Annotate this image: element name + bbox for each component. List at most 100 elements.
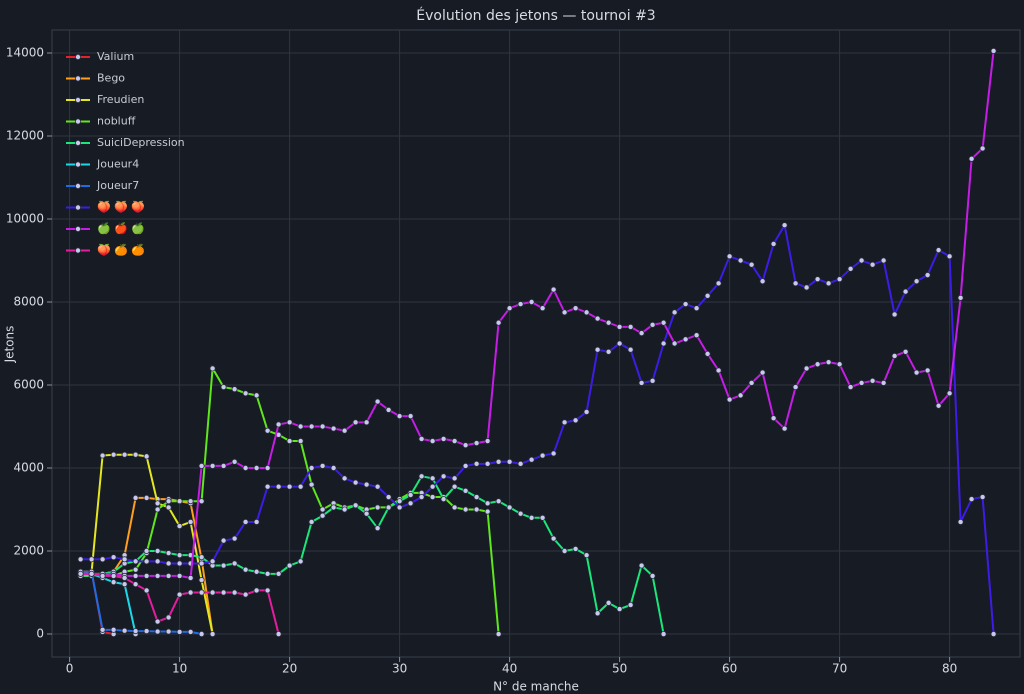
- data-point: [77, 556, 84, 563]
- data-point: [528, 298, 535, 305]
- data-point: [198, 560, 205, 567]
- data-point: [638, 562, 645, 569]
- data-point: [187, 628, 194, 635]
- data-point: [616, 323, 623, 330]
- data-point: [132, 566, 139, 573]
- data-point: [429, 483, 436, 490]
- data-point: [979, 494, 986, 501]
- data-point: [517, 301, 524, 308]
- y-tick-label: 8000: [13, 294, 44, 308]
- y-tick-label: 4000: [13, 461, 44, 475]
- data-point: [297, 423, 304, 430]
- data-point: [836, 361, 843, 368]
- data-point: [264, 483, 271, 490]
- data-point: [770, 415, 777, 422]
- data-point: [176, 560, 183, 567]
- legend-marker: [75, 54, 82, 61]
- data-point: [682, 301, 689, 308]
- data-point: [418, 494, 425, 501]
- data-point: [605, 319, 612, 326]
- data-point: [341, 506, 348, 513]
- data-point: [704, 350, 711, 357]
- data-point: [572, 417, 579, 424]
- data-point: [77, 570, 84, 577]
- data-point: [627, 346, 634, 353]
- legend-marker: [75, 225, 82, 232]
- data-point: [374, 525, 381, 532]
- data-point: [462, 462, 469, 469]
- data-point: [594, 315, 601, 322]
- data-point: [781, 222, 788, 229]
- data-point: [924, 367, 931, 374]
- x-tick-label: 40: [502, 662, 517, 676]
- data-point: [385, 504, 392, 511]
- data-point: [341, 475, 348, 482]
- data-point: [462, 442, 469, 449]
- data-point: [330, 504, 337, 511]
- data-point: [506, 458, 513, 465]
- data-point: [506, 504, 513, 511]
- data-point: [473, 460, 480, 467]
- data-point: [924, 272, 931, 279]
- data-point: [363, 481, 370, 488]
- data-point: [297, 483, 304, 490]
- data-point: [143, 587, 150, 594]
- data-point: [605, 348, 612, 355]
- data-point: [374, 483, 381, 490]
- data-point: [858, 257, 865, 264]
- data-point: [165, 550, 172, 557]
- legend: Valium Bego Freudien nobluff SuiciDepression…: [66, 50, 185, 257]
- legend-label: nobluff: [97, 115, 136, 128]
- data-point: [451, 483, 458, 490]
- data-point: [154, 558, 161, 565]
- data-point: [286, 438, 293, 445]
- data-point: [572, 305, 579, 312]
- data-point: [242, 518, 249, 525]
- data-point: [660, 340, 667, 347]
- data-point: [132, 581, 139, 588]
- data-point: [209, 589, 216, 596]
- data-point: [242, 465, 249, 472]
- legend-label: 🍏 🍎 🍏: [97, 221, 145, 235]
- data-point: [176, 591, 183, 598]
- data-point: [792, 384, 799, 391]
- data-point: [539, 452, 546, 459]
- data-point: [891, 311, 898, 318]
- data-point: [759, 278, 766, 285]
- data-point: [176, 552, 183, 559]
- data-point: [803, 365, 810, 372]
- data-point: [473, 494, 480, 501]
- data-point: [638, 330, 645, 337]
- data-point: [132, 628, 139, 635]
- chart-title: Évolution des jetons — tournoi #3: [416, 7, 655, 24]
- data-point: [957, 518, 964, 525]
- data-point: [583, 309, 590, 316]
- data-point: [165, 498, 172, 505]
- data-point: [209, 631, 216, 638]
- data-point: [132, 494, 139, 501]
- data-point: [121, 581, 128, 588]
- data-point: [649, 321, 656, 328]
- data-point: [495, 319, 502, 326]
- data-point: [253, 518, 260, 525]
- x-tick-label: 50: [612, 662, 627, 676]
- legend-label: SuiciDepression: [97, 136, 185, 149]
- legend-label: Bego: [97, 72, 125, 85]
- data-point: [451, 504, 458, 511]
- data-point: [209, 558, 216, 565]
- data-point: [154, 506, 161, 513]
- data-point: [759, 369, 766, 376]
- data-point: [231, 560, 238, 567]
- data-point: [242, 566, 249, 573]
- legend-marker: [75, 139, 82, 146]
- x-tick-label: 10: [172, 662, 187, 676]
- data-point: [935, 402, 942, 409]
- data-point: [143, 453, 150, 460]
- data-point: [693, 305, 700, 312]
- data-point: [880, 379, 887, 386]
- legend-marker: [75, 182, 82, 189]
- data-point: [407, 413, 414, 420]
- data-point: [176, 628, 183, 635]
- data-point: [319, 506, 326, 513]
